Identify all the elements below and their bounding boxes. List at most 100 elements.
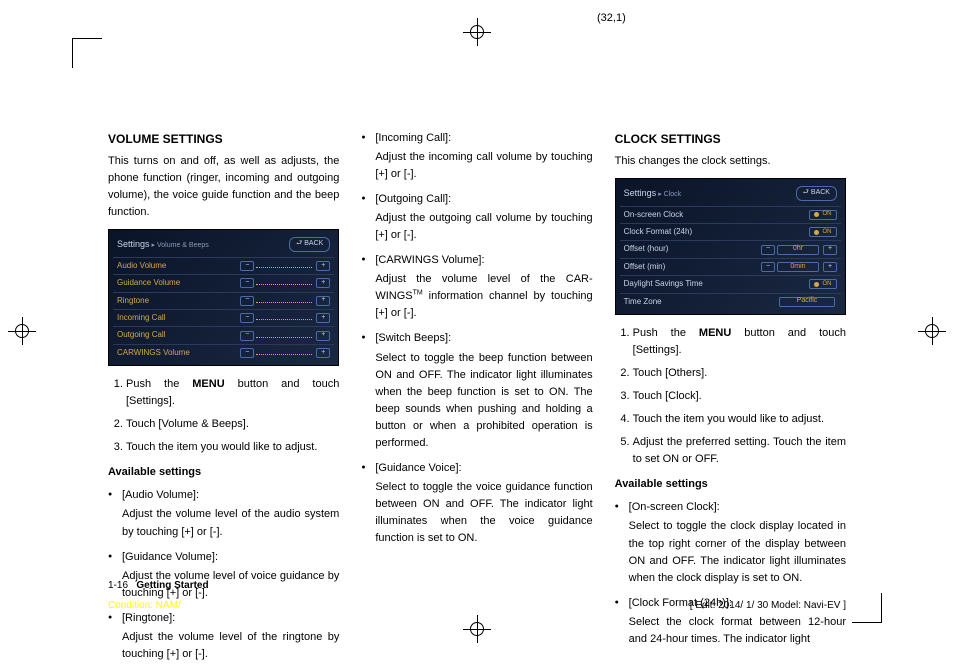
ss-row-label: Incoming Call bbox=[117, 312, 238, 324]
bullet-desc: Adjust the incoming call volume by touch… bbox=[375, 149, 592, 183]
plus-button: + bbox=[316, 278, 330, 288]
ss-row: CARWINGS Volume−+ bbox=[113, 344, 334, 361]
body-columns: VOLUME SETTINGS This turns on and off, a… bbox=[108, 130, 846, 571]
registration-mark-top bbox=[463, 18, 491, 46]
step-item: Touch [Clock]. bbox=[633, 388, 846, 405]
ss-row: Offset (min)−0min + bbox=[620, 258, 841, 275]
bullet-label: [On-screen Clock]: bbox=[629, 499, 846, 516]
bullet-label: [Audio Volume]: bbox=[122, 487, 339, 504]
available-settings-heading: Available settings bbox=[108, 464, 339, 481]
ss-row: On-screen ClockON bbox=[620, 206, 841, 223]
minus-button: − bbox=[240, 296, 254, 306]
ss-breadcrumb: ▸ Clock bbox=[658, 191, 681, 198]
step-item: Push the MENU button and touch [Settings… bbox=[126, 376, 339, 410]
intro-paragraph: This turns on and off, as well as adjust… bbox=[108, 153, 339, 221]
screenshot-clock: Settings▸ Clock ⮐ BACK On-screen ClockON… bbox=[615, 178, 846, 315]
bullet-item: [Guidance Voice]: Select to toggle the vo… bbox=[361, 460, 592, 547]
ss-row: Daylight Savings TimeON bbox=[620, 275, 841, 292]
slider-dots bbox=[256, 316, 312, 320]
bullet-label: [Outgoing Call]: bbox=[375, 191, 592, 208]
bullet-label: [Ringtone]: bbox=[122, 610, 339, 627]
page-number: 1-16 bbox=[108, 580, 128, 591]
bullet-desc: Adjust the volume level of the ringtone … bbox=[122, 629, 339, 663]
plus-button: + bbox=[316, 296, 330, 306]
bullet-item: [Guidance Volume]:Adjust the volume leve… bbox=[108, 549, 339, 602]
heading-clock-settings: CLOCK SETTINGS bbox=[615, 130, 846, 149]
ss-row: Time ZonePacific bbox=[620, 293, 841, 310]
crop-mark-br bbox=[852, 593, 882, 623]
minus-button: − bbox=[761, 245, 775, 255]
page-ref-top: (32,1) bbox=[597, 12, 626, 24]
on-indicator: ON bbox=[809, 227, 837, 237]
registration-mark-right bbox=[918, 317, 946, 345]
plus-button: + bbox=[316, 313, 330, 323]
ss-row-label: CARWINGS Volume bbox=[117, 347, 238, 359]
step-item: Touch the item you would like to adjust. bbox=[126, 439, 339, 456]
step-item: Touch [Others]. bbox=[633, 365, 846, 382]
ss-row-label: Audio Volume bbox=[117, 260, 238, 272]
bullet-label: [Switch Beeps]: bbox=[375, 330, 592, 347]
ss-row: Guidance Volume−+ bbox=[113, 274, 334, 291]
slider-dots bbox=[256, 281, 312, 285]
bullet-item: [CARWINGS Volume]: Adjust the volume leve… bbox=[361, 252, 592, 322]
minus-button: − bbox=[240, 313, 254, 323]
crop-mark-tl bbox=[72, 38, 102, 68]
registration-mark-left bbox=[8, 317, 36, 345]
ss-row: Offset (hour)−0hr + bbox=[620, 240, 841, 257]
value-display: Pacific bbox=[779, 297, 835, 307]
bullet-item: [Outgoing Call]: Adjust the outgoing call… bbox=[361, 191, 592, 244]
plus-button: + bbox=[316, 261, 330, 271]
ss-row-label: Daylight Savings Time bbox=[624, 278, 809, 290]
value-display: 0hr bbox=[777, 245, 819, 255]
bullet-item: [On-screen Clock]:Select to toggle the c… bbox=[615, 499, 846, 586]
step-item: Adjust the preferred setting. Touch the … bbox=[633, 434, 846, 468]
ss-row-label: On-screen Clock bbox=[624, 209, 809, 221]
bullet-label: [Guidance Volume]: bbox=[122, 549, 339, 566]
footer-condition: Condition: NAM/ bbox=[108, 600, 181, 611]
footer-page-section: 1-16 Getting Started bbox=[108, 580, 209, 591]
ss-row-label: Ringtone bbox=[117, 295, 238, 307]
step-item: Touch the item you would like to adjust. bbox=[633, 411, 846, 428]
step-item: Touch [Volume & Beeps]. bbox=[126, 416, 339, 433]
ss-row: Outgoing Call−+ bbox=[113, 326, 334, 343]
slider-dots bbox=[256, 299, 312, 303]
bullet-item: [Ringtone]: Adjust the volume level of th… bbox=[108, 610, 339, 663]
ss-row-label: Clock Format (24h) bbox=[624, 226, 809, 238]
clock-intro: This changes the clock settings. bbox=[615, 153, 846, 170]
value-display: 0min bbox=[777, 262, 819, 272]
ss-row-label: Offset (min) bbox=[624, 261, 759, 273]
ss-row: Ringtone− + bbox=[113, 292, 334, 309]
plus-button: + bbox=[823, 262, 837, 272]
ss-back-button: ⮐ BACK bbox=[796, 186, 837, 201]
bullet-desc: Select the clock format between 12-hour … bbox=[629, 614, 846, 648]
plus-button: + bbox=[316, 348, 330, 358]
minus-button: − bbox=[761, 262, 775, 272]
plus-button: + bbox=[823, 245, 837, 255]
bullet-item: [Audio Volume]:Adjust the volume level o… bbox=[108, 487, 339, 540]
bullet-item: [Switch Beeps]:Select to toggle the beep… bbox=[361, 330, 592, 451]
slider-dots bbox=[256, 334, 312, 338]
bullet-desc: Adjust the volume level of the CAR-WINGS… bbox=[375, 271, 592, 322]
heading-volume-settings: VOLUME SETTINGS bbox=[108, 130, 339, 149]
ss-row: Audio Volume−+ bbox=[113, 257, 334, 274]
volume-steps-list: Push the MENU button and touch [Settings… bbox=[108, 376, 339, 456]
bullet-desc: Adjust the outgoing call volume by touch… bbox=[375, 210, 592, 244]
ss-title: Settings bbox=[624, 188, 657, 198]
available-settings-heading: Available settings bbox=[615, 476, 846, 493]
bullet-label: [Guidance Voice]: bbox=[375, 460, 592, 477]
registration-mark-bottom bbox=[463, 615, 491, 643]
bullet-desc: Select to toggle the voice guidance func… bbox=[375, 479, 592, 547]
slider-dots bbox=[256, 264, 312, 268]
ss-back-button: ⮐ BACK bbox=[289, 237, 330, 252]
ss-breadcrumb: ▸ Volume & Beeps bbox=[152, 242, 209, 249]
bullet-label: [CARWINGS Volume]: bbox=[375, 252, 592, 269]
plus-button: + bbox=[316, 331, 330, 341]
on-indicator: ON bbox=[809, 279, 837, 289]
ss-row-label: Offset (hour) bbox=[624, 243, 759, 255]
bullet-label: [Incoming Call]: bbox=[375, 130, 592, 147]
bullet-item: [Incoming Call]: Adjust the incoming call… bbox=[361, 130, 592, 183]
section-name: Getting Started bbox=[136, 580, 208, 591]
step-item: Push the MENU button and touch [Settings… bbox=[633, 325, 846, 359]
clock-steps-list: Push the MENU button and touch [Settings… bbox=[615, 325, 846, 468]
minus-button: − bbox=[240, 278, 254, 288]
